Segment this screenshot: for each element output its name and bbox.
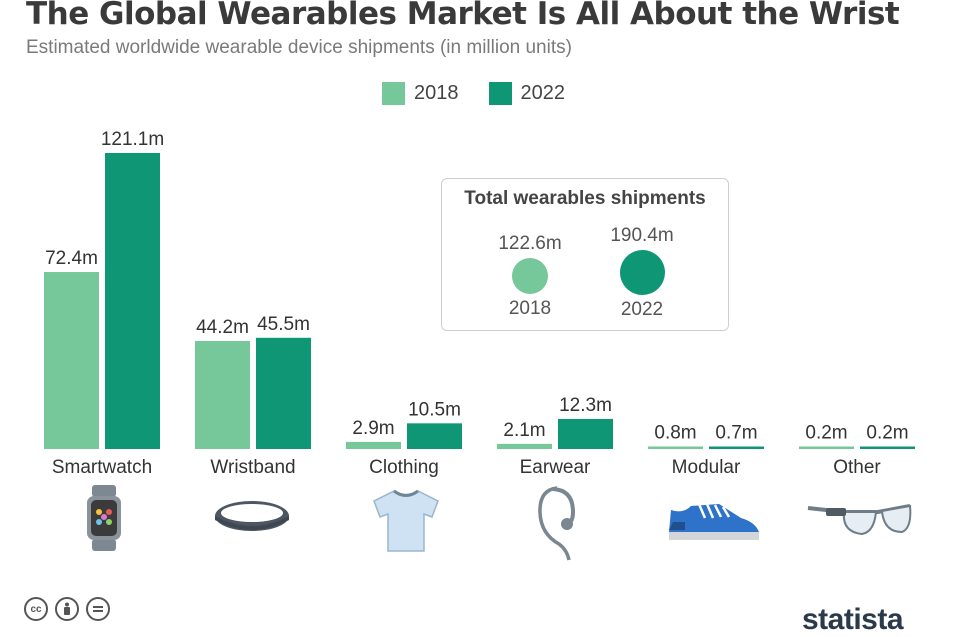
category-label-smartwatch: Smartwatch bbox=[52, 457, 152, 478]
data-label-wristband-2018: 44.2m bbox=[196, 317, 249, 338]
legend-label-2022: 2022 bbox=[520, 82, 566, 104]
chart-subtitle: Estimated worldwide wearable device ship… bbox=[26, 37, 572, 58]
bar-earwear-2022 bbox=[558, 418, 613, 449]
totals-dot-2022 bbox=[619, 250, 665, 295]
license-icons: cc bbox=[24, 597, 117, 621]
bar-other-2018 bbox=[799, 446, 854, 449]
bar-clothing-2018 bbox=[346, 441, 401, 449]
creative-commons-icon[interactable]: cc bbox=[24, 597, 48, 621]
no-derivatives-icon[interactable] bbox=[86, 597, 110, 621]
data-label-earwear-2018: 2.1m bbox=[503, 420, 545, 441]
data-label-earwear-2022: 12.3m bbox=[559, 395, 612, 416]
smartwatch-icon bbox=[87, 485, 121, 551]
bar-smartwatch-2022 bbox=[105, 153, 160, 449]
smart-glasses-icon bbox=[807, 504, 912, 536]
totals-box: Total wearables shipments 122.6m 2018 19… bbox=[441, 178, 729, 331]
legend-swatch-2018 bbox=[382, 82, 405, 105]
totals-year-2022: 2022 bbox=[620, 299, 664, 320]
legend-item-2022: 2022 bbox=[488, 82, 566, 105]
wristband-icon bbox=[215, 501, 289, 531]
totals-value-2022: 190.4m bbox=[610, 225, 674, 246]
brand-logo[interactable]: statista bbox=[802, 603, 904, 636]
totals-title: Total wearables shipments bbox=[464, 188, 706, 209]
data-label-clothing-2018: 2.9m bbox=[352, 418, 394, 439]
data-label-other-2022: 0.2m bbox=[866, 423, 908, 444]
bar-smartwatch-2018 bbox=[44, 272, 99, 449]
data-label-wristband-2022: 45.5m bbox=[257, 314, 310, 335]
category-label-earwear: Earwear bbox=[520, 457, 591, 478]
bar-wristband-2022 bbox=[256, 337, 311, 449]
totals-year-2018: 2018 bbox=[508, 298, 552, 319]
category-label-modular: Modular bbox=[672, 457, 741, 478]
category-label-wristband: Wristband bbox=[210, 457, 295, 478]
data-label-clothing-2022: 10.5m bbox=[408, 399, 461, 420]
earpiece-icon bbox=[538, 486, 576, 561]
totals-item-2018: 122.6m 2018 bbox=[480, 233, 580, 320]
legend-swatch-2022 bbox=[488, 82, 512, 105]
data-label-modular-2018: 0.8m bbox=[654, 423, 696, 444]
bar-clothing-2022 bbox=[407, 423, 462, 449]
legend-item-2018: 2018 bbox=[382, 82, 459, 105]
bar-modular-2022 bbox=[709, 446, 764, 449]
data-label-smartwatch-2022: 121.1m bbox=[101, 129, 164, 150]
bar-other-2022 bbox=[860, 446, 915, 449]
totals-dot-2018 bbox=[512, 258, 548, 294]
legend: 2018 2022 bbox=[382, 82, 595, 105]
category-label-clothing: Clothing bbox=[369, 457, 439, 478]
bar-wristband-2018 bbox=[195, 340, 250, 449]
bar-earwear-2018 bbox=[497, 443, 552, 449]
chart-title: The Global Wearables Market Is All About… bbox=[26, 0, 900, 32]
attribution-icon[interactable] bbox=[55, 597, 79, 621]
category-label-other: Other bbox=[833, 457, 881, 478]
data-label-modular-2022: 0.7m bbox=[715, 423, 757, 444]
totals-item-2022: 190.4m 2022 bbox=[592, 225, 692, 321]
sneaker-icon bbox=[669, 503, 759, 540]
totals-value-2018: 122.6m bbox=[498, 233, 562, 254]
legend-label-2018: 2018 bbox=[414, 82, 459, 104]
data-label-other-2018: 0.2m bbox=[805, 423, 847, 444]
data-label-smartwatch-2018: 72.4m bbox=[45, 248, 98, 269]
tshirt-icon bbox=[373, 489, 439, 552]
bar-modular-2018 bbox=[648, 446, 703, 449]
